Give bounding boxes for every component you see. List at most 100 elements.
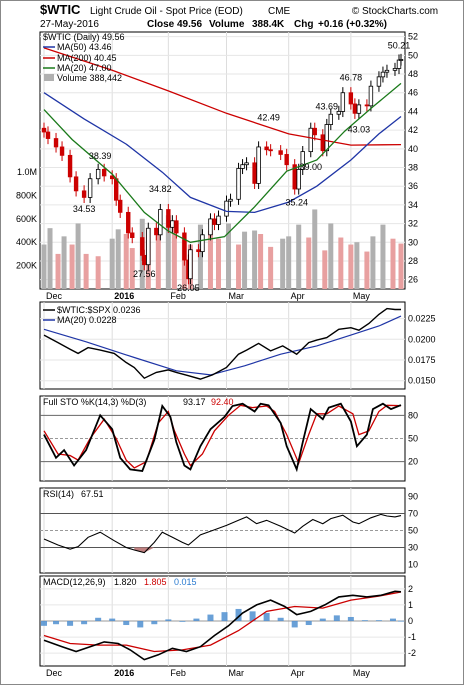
- x-tick-top: May: [353, 291, 371, 301]
- x-tick-bottom: Dec: [46, 668, 63, 678]
- volume-bar: [207, 230, 213, 289]
- candle-body: [59, 146, 65, 156]
- volume-bar: [328, 223, 334, 289]
- rsi-panel: 90 70 50 30 10 RSI(14) 67.51: [39, 487, 418, 574]
- candle-body: [53, 138, 59, 148]
- ratio-panel: 0.0225 0.0200 0.0175 0.0150 $WTIC:$SPX 0.02…: [39, 301, 436, 390]
- macd-hist-bar: [277, 617, 284, 621]
- candle-body: [336, 111, 342, 115]
- sto-y-tick: 20: [408, 457, 418, 467]
- volume-bar: [348, 244, 354, 289]
- volume-bar: [171, 223, 177, 289]
- volume-bar: [354, 242, 360, 289]
- candle-body: [101, 168, 107, 177]
- candle-body: [292, 164, 297, 190]
- price-y-tick: 34: [408, 200, 418, 210]
- price-annotation: 43.03: [348, 125, 371, 135]
- candle-body: [240, 164, 245, 169]
- price-y-tick: 30: [408, 237, 418, 247]
- volume-bar: [390, 238, 396, 289]
- candle-body: [166, 209, 171, 228]
- rsi-y-tick: 70: [408, 509, 418, 519]
- volume-y-tick: 600K: [16, 214, 37, 224]
- x-tick-top: Dec: [46, 291, 63, 301]
- x-tick-bottom: Mar: [229, 668, 245, 678]
- ratio-legend: $WTIC:$SPX 0.0236 MA(20) 0.0228: [43, 305, 141, 325]
- close-label: Close: [147, 19, 175, 30]
- candle-body: [324, 124, 329, 152]
- x-tick-bottom: Feb: [170, 668, 186, 678]
- candle-body: [87, 178, 93, 198]
- candle-body: [67, 154, 73, 178]
- volume-bar: [268, 246, 274, 289]
- ratio-legend-ma: MA(20) 0.0228: [57, 315, 117, 325]
- candle-body: [348, 92, 354, 105]
- volume-y-tick: 400K: [16, 237, 37, 247]
- candle-body: [392, 68, 398, 71]
- volume-bar: [109, 238, 115, 289]
- volume-bar: [398, 243, 404, 289]
- volume-bar: [61, 236, 67, 289]
- volume-bar: [165, 215, 171, 289]
- price-annotation: 34.82: [149, 184, 172, 194]
- price-annotation: 35.24: [285, 197, 308, 207]
- stochastic-panel: 80 50 20 Full STO %K(14,3) %D(3) 93.17 92.…: [39, 395, 418, 482]
- volume-bar: [280, 238, 286, 289]
- candle-body: [320, 134, 325, 152]
- price-y-tick: 46: [408, 88, 418, 98]
- volume-bar: [47, 228, 53, 289]
- ma20-line: [43, 82, 402, 243]
- price-annotation: 43.69: [316, 101, 339, 111]
- candle-body: [264, 146, 269, 151]
- chart-date: 27-May-2016: [40, 19, 99, 30]
- volume-bar: [69, 244, 75, 289]
- rsi-label: RSI(14): [43, 489, 74, 499]
- macd-hist-bar: [95, 617, 102, 621]
- volume-y-tick: 200K: [16, 261, 37, 271]
- x-axis-top: Dec 2016 Feb Mar Apr May: [46, 291, 370, 301]
- candle-body: [208, 218, 213, 236]
- candle-body: [312, 127, 317, 136]
- chg-value: +0.16 (+0.32%): [318, 19, 387, 30]
- candle-body: [114, 178, 119, 201]
- candle-body: [126, 211, 131, 234]
- price-y-tick: 32: [408, 219, 418, 229]
- rsi-y-tick: 90: [408, 492, 418, 502]
- macd-hist-bar: [207, 614, 214, 621]
- price-y-tick: 48: [408, 69, 418, 79]
- macd-hist-bar: [398, 620, 404, 622]
- macd-label: MACD(12,26,9): [43, 577, 106, 587]
- macd-hist-bar: [221, 612, 228, 621]
- candle-body: [296, 168, 301, 190]
- candle-body: [188, 249, 193, 280]
- macd-hist-value: 0.015: [174, 577, 197, 587]
- volume-bar: [115, 229, 121, 289]
- macd-hist-bar: [347, 616, 354, 621]
- price-panel: 38.39 34.53 27.56 34.82 26.05 42.49 35.24 39.00…: [16, 31, 418, 293]
- volume-bar: [75, 223, 81, 289]
- candle-body: [224, 200, 229, 217]
- candle-body: [118, 199, 123, 213]
- candle-body: [380, 71, 386, 78]
- candle-body: [244, 162, 249, 166]
- ratio-legend-title: $WTIC:$SPX 0.0236: [57, 305, 141, 315]
- volume-bar: [55, 253, 61, 289]
- macd-hist-bar: [249, 611, 256, 621]
- macd-y-tick: -2: [408, 648, 416, 658]
- price-legend-title: $WTIC (Daily) 49.56: [43, 32, 125, 42]
- macd-y-tick: -1: [408, 632, 416, 642]
- candle-body: [174, 220, 179, 234]
- price-annotation: 26.05: [177, 283, 200, 293]
- volume-bar: [258, 234, 264, 289]
- sto-legend: Full STO %K(14,3) %D(3) 93.17 92.40: [43, 397, 234, 407]
- volume-bar: [364, 251, 370, 289]
- candle-body: [368, 85, 374, 107]
- volume-bar: [312, 209, 318, 289]
- candle-body: [252, 162, 257, 184]
- rsi-legend: RSI(14) 67.51: [43, 489, 104, 499]
- ma50-line: [43, 92, 402, 214]
- macd-hist-bar: [263, 612, 270, 621]
- sto-d-line: [43, 404, 402, 469]
- price-y-tick: 36: [408, 181, 418, 191]
- candle-body: [200, 234, 205, 253]
